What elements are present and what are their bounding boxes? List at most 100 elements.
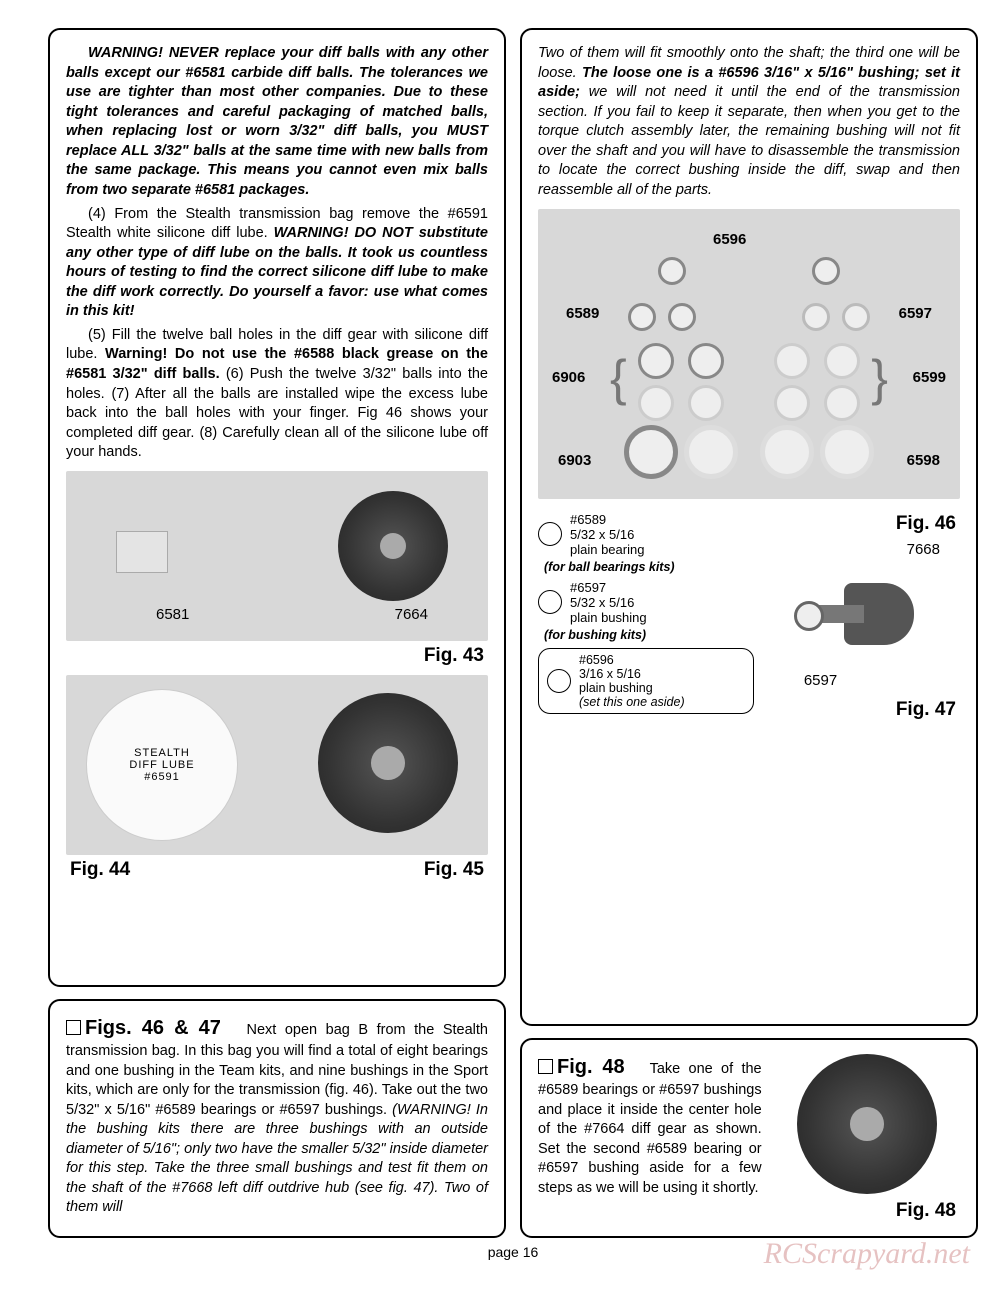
step-4-para: (4) From the Stealth transmission bag re… [66,205,488,322]
lube-label-circle: STEALTH DIFF LUBE #6591 [86,689,238,841]
ring-icon [658,257,686,285]
fig-44-45-labels: Fig. 44 Fig. 45 [66,855,488,881]
fig-48-label: Fig. 48 [774,1200,956,1222]
left-box-2: Figs. 46 & 47 Next open bag B from the S… [48,999,506,1238]
fig-48-row: Fig. 48 Take one of the #6589 bearings o… [538,1054,960,1222]
fig-48-heading: Fig. 48 [557,1056,625,1078]
ring-icon [638,343,674,379]
fig-46-label: Fig. 46 [764,513,956,535]
gear-icon [318,693,458,833]
fig-47-diagram: 7668 6597 [764,535,960,695]
figs-46-47-heading: Figs. 46 & 47 [85,1017,221,1039]
fig-48-para: Fig. 48 Take one of the #6589 bearings o… [538,1054,762,1198]
circle-icon [538,590,562,614]
lube-line1: STEALTH [134,747,190,759]
part-number-6599: 6599 [913,369,946,386]
ring-icon [688,385,724,421]
ring-icon [638,385,674,421]
figs-46-47-para: Figs. 46 & 47 Next open bag B from the S… [66,1015,488,1218]
ring-icon [668,303,696,331]
callouts-column: #6589 5/32 x 5/16 plain bearing (for bal… [538,509,754,721]
continued-para: Two of them will fit smoothly onto the s… [538,44,960,201]
callout-text: #6597 5/32 x 5/16 plain bushing [570,580,647,625]
cont-text-c: we will not need it until the end of the… [538,84,960,198]
ring-icon [688,343,724,379]
left-column: WARNING! NEVER replace your diff balls w… [48,28,506,1238]
callout-6596-box: #6596 3/16 x 5/16 plain bushing (set thi… [538,648,754,714]
watermark: RCScrapyard.net [764,1237,970,1271]
circle-icon [547,669,571,693]
callout-6597: #6597 5/32 x 5/16 plain bushing [538,580,754,625]
callout-text: #6596 3/16 x 5/16 plain bushing (set thi… [579,653,685,709]
part-number-6589: 6589 [566,305,599,322]
ring-icon [760,425,814,479]
callout-size: 3/16 x 5/16 [579,667,641,681]
warning-diff-balls: WARNING! NEVER replace your diff balls w… [66,44,488,201]
part-number-6903: 6903 [558,452,591,469]
callout-note-2: (for bushing kits) [544,628,754,642]
callout-size: 5/32 x 5/16 [570,527,634,542]
fig-46-photo: 6596 6589 6597 6906 [538,209,960,499]
ring-icon [824,385,860,421]
callout-note-1: (for ball bearings kits) [544,560,754,574]
lube-line3: #6591 [144,771,180,783]
ring-icon [624,425,678,479]
part-number-6581: 6581 [156,606,189,623]
ring-icon [820,425,874,479]
circle-icon [538,522,562,546]
fig-48-text: Take one of the #6589 bearings or #6597 … [538,1061,762,1196]
gear-icon [338,491,448,601]
fig-44-45-photo: STEALTH DIFF LUBE #6591 [66,675,488,855]
fig-48-text-col: Fig. 48 Take one of the #6589 bearings o… [538,1054,762,1222]
fig-46-47-labels-col: Fig. 46 7668 6597 Fig. 47 [764,509,960,721]
right-box-2: Fig. 48 Take one of the #6589 bearings o… [520,1038,978,1238]
ring-icon [824,343,860,379]
callout-num: #6597 [570,580,606,595]
ring-icon [774,385,810,421]
right-box-1: Two of them will fit smoothly onto the s… [520,28,978,1026]
brace-icon: } [871,349,888,407]
gear-icon [797,1054,937,1194]
callout-num: #6589 [570,512,606,527]
callout-text: #6589 5/32 x 5/16 plain bearing [570,512,644,557]
ring-icon [684,425,738,479]
brace-icon: { [610,349,627,407]
outdrive-hub-icon [794,577,914,651]
checkbox-icon [66,1020,81,1035]
right-column: Two of them will fit smoothly onto the s… [520,28,978,1238]
lube-line2: DIFF LUBE [129,759,194,771]
manual-page: WARNING! NEVER replace your diff balls w… [0,0,1000,1289]
callout-6589: #6589 5/32 x 5/16 plain bearing [538,512,754,557]
callout-type: plain bushing [570,610,647,625]
ring-icon [802,303,830,331]
two-column-layout: WARNING! NEVER replace your diff balls w… [48,28,978,1238]
fig-48-img-col: Fig. 48 [774,1054,960,1222]
ring-icon [812,257,840,285]
fig-45-label: Fig. 45 [286,859,484,881]
ring-icon [774,343,810,379]
fig-43-label: Fig. 43 [66,645,484,667]
checkbox-icon [538,1059,553,1074]
steps-5-8-para: (5) Fill the twelve ball holes in the di… [66,326,488,463]
balls-bag-icon [116,531,168,573]
callouts-fig47-row: #6589 5/32 x 5/16 plain bearing (for bal… [538,509,960,721]
part-number-6597: 6597 [899,305,932,322]
callout-type: plain bearing [570,542,644,557]
left-box-1: WARNING! NEVER replace your diff balls w… [48,28,506,987]
callout-note-3: (set this one aside) [579,695,685,709]
part-number-6597b: 6597 [804,672,837,689]
fig-47-label: Fig. 47 [764,699,956,721]
ring-icon [842,303,870,331]
part-number-7664: 7664 [395,606,428,623]
figs-46-47-warning: (WARNING! In the bushing kits there are … [66,1102,488,1216]
callout-size: 5/32 x 5/16 [570,595,634,610]
part-number-6598: 6598 [907,452,940,469]
part-number-6596: 6596 [713,231,746,248]
part-number-6906: 6906 [552,369,585,386]
fig-44-label: Fig. 44 [70,859,268,881]
fig-43-photo: 6581 7664 [66,471,488,641]
callout-type: plain bushing [579,681,653,695]
part-number-7668: 7668 [907,541,940,558]
ring-icon [628,303,656,331]
callout-num: #6596 [579,653,614,667]
